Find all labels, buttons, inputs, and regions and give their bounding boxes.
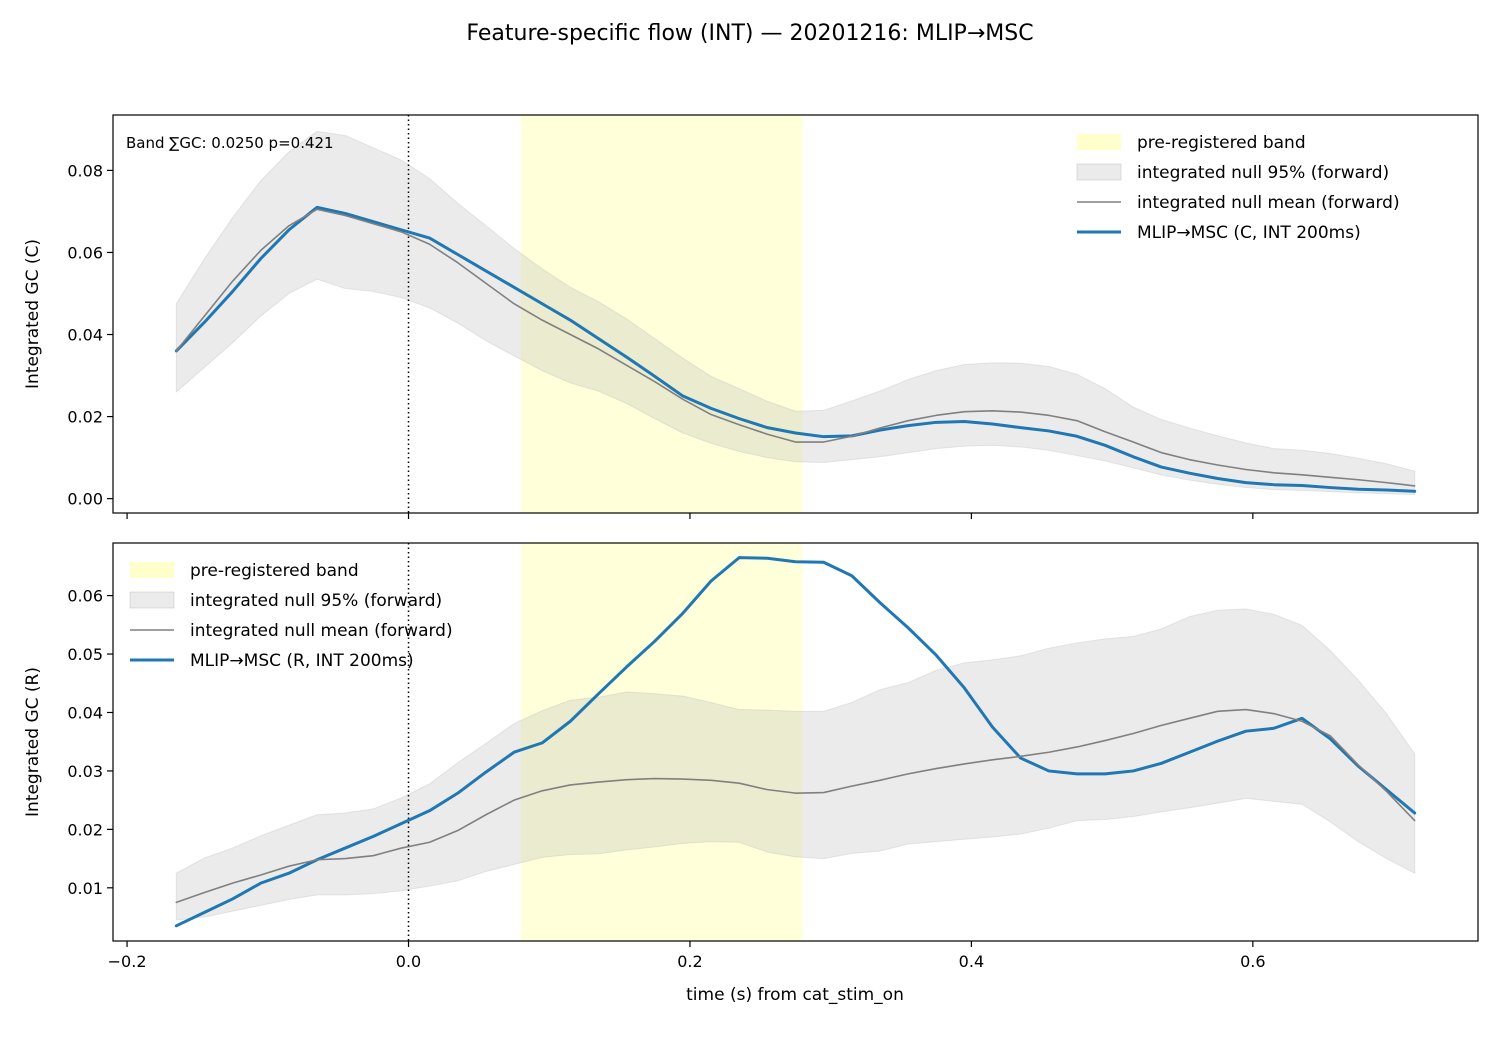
bottom-y-tick-label: 0.02 [67, 820, 103, 839]
bottom-x-tick-label: 0.4 [959, 952, 984, 971]
bottom-panel: −0.2 0.0 0.2 0.4 0.6 0.01 0.02 0.03 0.04 0.05 0.06… [23, 542, 1479, 971]
bottom-legend: pre-registered band integrated null 95% (… [129, 561, 453, 671]
bottom-x-tick-label: 0.2 [677, 952, 702, 971]
top-axes-frame [112, 114, 1479, 514]
top-band-annotation: Band ∑GC: 0.0250 p=0.421 [126, 134, 334, 152]
bottom-legend-swatch-null-band [129, 591, 175, 609]
top-legend-label: pre-registered band [1137, 133, 1306, 153]
bottom-plot-area [174, 543, 1417, 941]
bottom-y-tick-label: 0.03 [67, 762, 103, 781]
bottom-y-tick-label: 0.04 [67, 703, 103, 722]
top-legend-label: integrated null 95% (forward) [1137, 163, 1389, 183]
top-null-95-band [175, 130, 1416, 496]
bottom-x-tick-label: 0.0 [396, 952, 421, 971]
top-preregistered-band [521, 115, 803, 513]
bottom-y-tick-label: 0.06 [67, 587, 103, 606]
top-y-tick-label: 0.06 [67, 243, 103, 262]
top-y-tick-label: 0.08 [67, 161, 103, 180]
top-panel: 0.00 0.02 0.04 0.06 0.08 Integrated GC (C) Ban… [23, 114, 1479, 519]
bottom-x-tick-label: 0.6 [1240, 952, 1265, 971]
top-plot-area [174, 115, 1417, 513]
bottom-y-tick-label: 0.05 [67, 645, 103, 664]
top-y-tick-label: 0.00 [67, 490, 103, 509]
bottom-y-tick-label: 0.01 [67, 879, 103, 898]
top-legend: pre-registered band integrated null 95% (… [1076, 133, 1400, 243]
top-series-observed-line [174, 205, 1417, 493]
bottom-y-axis-label: Integrated GC (R) [23, 667, 43, 817]
bottom-axes-frame [112, 542, 1479, 942]
bottom-legend-label: integrated null 95% (forward) [190, 591, 442, 611]
top-legend-swatch-band [1077, 134, 1121, 150]
top-y-tick-label: 0.04 [67, 326, 103, 345]
bottom-null-95-band [175, 608, 1416, 921]
bottom-legend-label: pre-registered band [190, 561, 359, 581]
bottom-series-null_mean-line [175, 708, 1416, 904]
bottom-legend-label: MLIP→MSC (R, INT 200ms) [190, 651, 414, 671]
top-y-tick-label: 0.02 [67, 408, 103, 427]
top-legend-swatch-null-band [1076, 163, 1122, 181]
top-legend-label: MLIP→MSC (C, INT 200ms) [1137, 223, 1361, 243]
figure-title: Feature-specific flow (INT) — 20201216: … [466, 21, 1033, 46]
bottom-preregistered-band [521, 543, 803, 941]
x-axis-label: time (s) from cat_stim_on [686, 985, 904, 1005]
top-y-axis-label: Integrated GC (C) [23, 239, 43, 389]
bottom-x-tick-label: −0.2 [108, 952, 147, 971]
bottom-legend-label: integrated null mean (forward) [190, 621, 453, 641]
top-series-null_mean-line [175, 208, 1416, 487]
bottom-series-observed-line [174, 556, 1417, 928]
top-legend-label: integrated null mean (forward) [1137, 193, 1400, 213]
bottom-legend-swatch-band [130, 562, 174, 578]
